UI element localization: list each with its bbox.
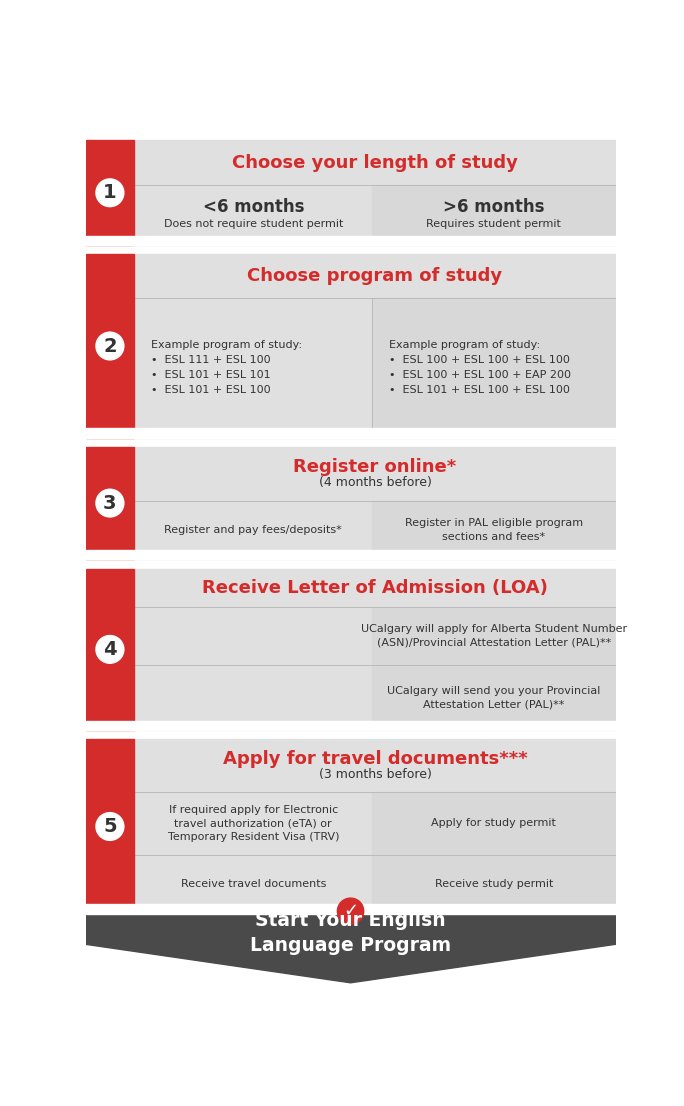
Bar: [372, 792, 616, 855]
Bar: [134, 185, 372, 246]
Text: (4 months before): (4 months before): [319, 477, 432, 490]
Circle shape: [96, 489, 124, 517]
Bar: [134, 298, 372, 438]
Bar: [86, 721, 616, 730]
Text: (3 months before): (3 months before): [319, 768, 432, 781]
Circle shape: [337, 898, 364, 925]
Bar: [372, 501, 616, 560]
Text: 5: 5: [103, 817, 117, 836]
Text: UCalgary will send you your Provincial
Attestation Letter (PAL)**: UCalgary will send you your Provincial A…: [387, 686, 601, 709]
Text: Receive study permit: Receive study permit: [435, 879, 553, 889]
Bar: [134, 607, 372, 665]
Text: Apply for study permit: Apply for study permit: [432, 818, 556, 828]
Bar: [134, 501, 372, 560]
Text: Start Your English
Language Program: Start Your English Language Program: [250, 910, 451, 954]
Bar: [372, 185, 616, 246]
Bar: [134, 254, 616, 298]
Text: Example program of study:
•  ESL 111 + ESL 100
•  ESL 101 + ESL 101
•  ESL 101 +: Example program of study: • ESL 111 + ES…: [151, 341, 302, 395]
Circle shape: [96, 332, 124, 359]
Text: Choose program of study: Choose program of study: [248, 267, 503, 285]
Text: If required apply for Electronic
travel authorization (eTA) or
Temporary Residen: If required apply for Electronic travel …: [168, 805, 339, 842]
Text: Requires student permit: Requires student permit: [427, 219, 562, 229]
Text: 1: 1: [103, 184, 117, 202]
Text: Receive travel documents: Receive travel documents: [181, 879, 326, 889]
Text: UCalgary will apply for Alberta Student Number
(ASN)/Provincial Attestation Lett: UCalgary will apply for Alberta Student …: [361, 624, 627, 647]
Bar: [86, 568, 134, 730]
Circle shape: [96, 636, 124, 664]
Text: Register and pay fees/deposits*: Register and pay fees/deposits*: [164, 525, 342, 535]
Bar: [134, 447, 616, 501]
Text: ✓: ✓: [343, 902, 358, 920]
Circle shape: [96, 813, 124, 841]
Circle shape: [96, 179, 124, 207]
Text: Does not require student permit: Does not require student permit: [163, 219, 343, 229]
Text: Receive Letter of Admission (LOA): Receive Letter of Admission (LOA): [202, 578, 548, 597]
Bar: [86, 236, 616, 246]
Bar: [372, 855, 616, 914]
Text: Example program of study:
•  ESL 100 + ESL 100 + ESL 100
•  ESL 100 + ESL 100 + : Example program of study: • ESL 100 + ES…: [389, 341, 571, 395]
Bar: [86, 550, 616, 560]
Text: Register online*: Register online*: [293, 458, 457, 477]
Bar: [134, 740, 616, 792]
Text: 4: 4: [103, 640, 117, 659]
Bar: [372, 665, 616, 730]
Bar: [134, 665, 372, 730]
Text: Choose your length of study: Choose your length of study: [232, 154, 518, 171]
Bar: [86, 140, 134, 246]
Text: >6 months: >6 months: [443, 198, 544, 216]
Text: 2: 2: [103, 336, 117, 355]
Bar: [134, 792, 372, 855]
Bar: [134, 140, 616, 185]
Bar: [134, 568, 616, 607]
Polygon shape: [86, 914, 616, 983]
Text: Apply for travel documents***: Apply for travel documents***: [222, 750, 527, 769]
Bar: [86, 740, 134, 914]
Bar: [86, 254, 134, 438]
Text: <6 months: <6 months: [202, 198, 304, 216]
Bar: [372, 298, 616, 438]
Bar: [372, 607, 616, 665]
Bar: [86, 447, 134, 560]
Bar: [86, 428, 616, 438]
Text: 3: 3: [103, 493, 117, 512]
Bar: [134, 855, 372, 914]
Text: Register in PAL eligible program
sections and fees*: Register in PAL eligible program section…: [405, 519, 583, 542]
Bar: [86, 905, 616, 914]
